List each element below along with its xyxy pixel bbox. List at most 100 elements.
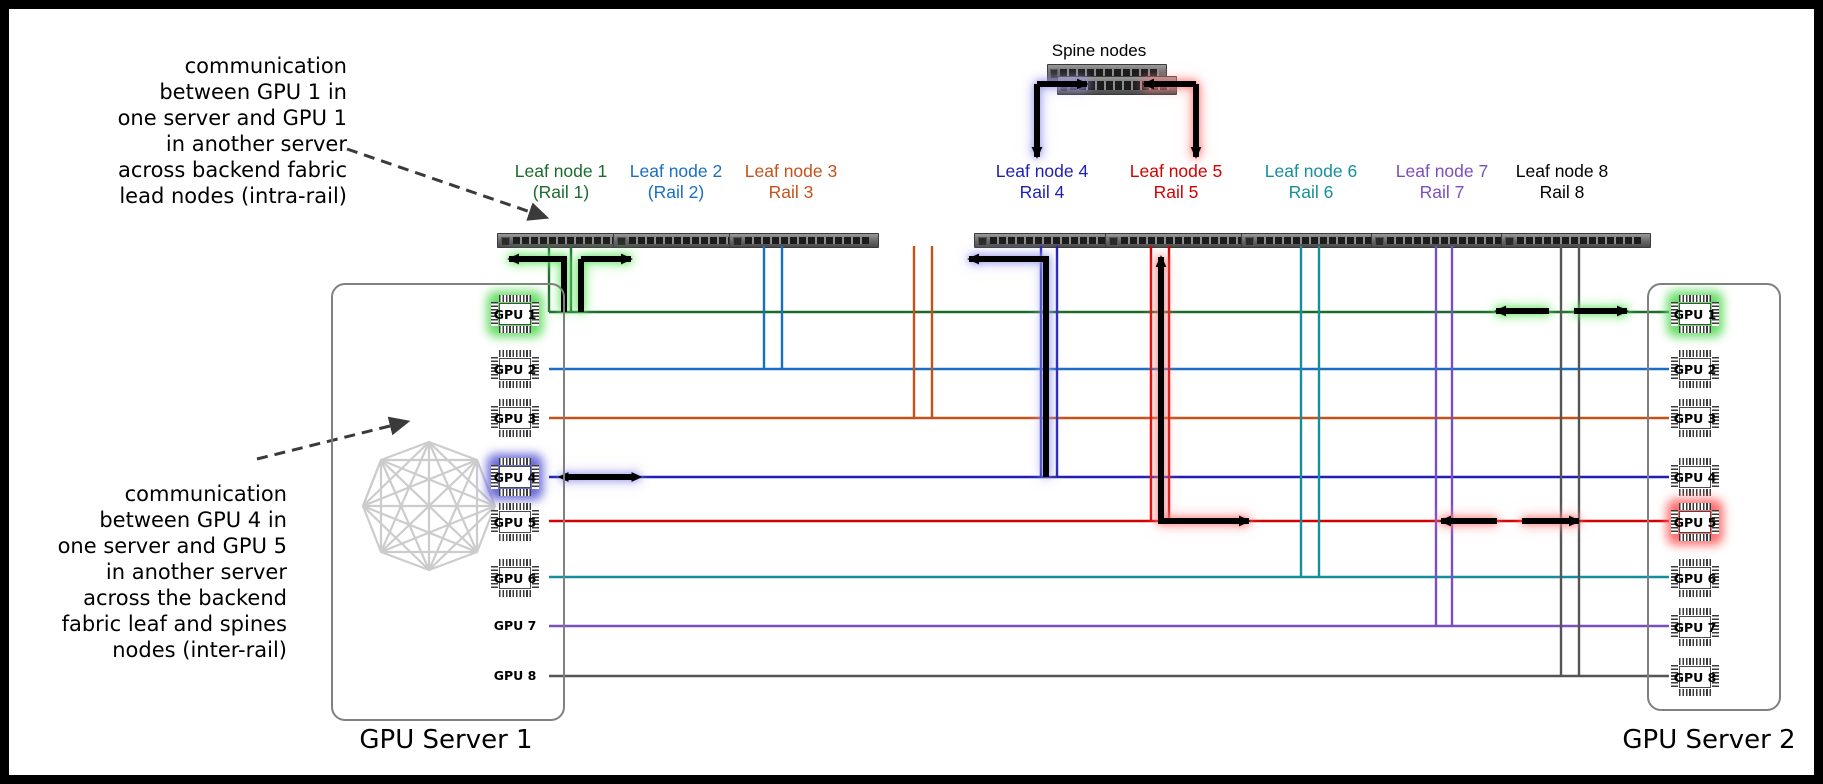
chip-pins-top xyxy=(1679,608,1711,615)
leaf-node-name: Leaf node 6 xyxy=(1264,161,1358,181)
chip-pins-bottom xyxy=(1679,489,1711,496)
leaf-node-rail: Rail 8 xyxy=(1539,182,1585,202)
chip-body xyxy=(1679,407,1711,429)
leaf-node-rail: (Rail 2) xyxy=(647,182,705,202)
gpu-label: GPU 2 xyxy=(1673,361,1717,377)
leaf-switch-4[interactable] xyxy=(974,233,1124,248)
rail-6-risers xyxy=(1299,246,1321,577)
chip-pins-left xyxy=(1671,465,1678,489)
rail-4-risers xyxy=(1039,246,1059,477)
rail-3-risers xyxy=(912,246,934,418)
chip-pins-left xyxy=(1671,510,1678,534)
chip-pins-bottom xyxy=(499,534,531,541)
gpu-label-s1-7: GPU 7 xyxy=(493,618,537,633)
rail-7-risers xyxy=(1434,246,1454,626)
gpu-label: GPU 8 xyxy=(1673,669,1717,685)
leaf-node-name: Leaf node 4 xyxy=(995,161,1089,181)
chip-pins-top xyxy=(1679,458,1711,465)
switch-ports xyxy=(1059,68,1159,78)
leaf-switch-3[interactable] xyxy=(729,233,879,248)
switch-led xyxy=(1108,237,1119,246)
chip-pins-top xyxy=(499,559,531,566)
chip-pins-bottom xyxy=(499,381,531,388)
switch-led xyxy=(500,237,511,246)
gpu-chip-s2-5[interactable]: GPU 5 xyxy=(1671,503,1719,541)
gpu-chip-s1-5[interactable]: GPU 5 xyxy=(491,503,539,541)
leaf-switch-7[interactable] xyxy=(1371,233,1521,248)
leaf-node-label-1: Leaf node 1 (Rail 1) xyxy=(496,161,626,203)
gpu-chip-s2-4[interactable]: GPU 4 xyxy=(1671,458,1719,496)
gpu-chip-s1-2[interactable]: GPU 2 xyxy=(491,350,539,388)
leaf-node-rail: Rail 6 xyxy=(1288,182,1334,202)
chip-pins-right xyxy=(1712,357,1719,381)
chip-pins-left xyxy=(491,406,498,430)
chip-pins-left xyxy=(1671,302,1678,326)
flow-red-inter-rail xyxy=(1142,78,1581,527)
spine-switch-stack[interactable] xyxy=(1047,64,1177,95)
gpu-chip-s2-8[interactable]: GPU 8 xyxy=(1671,658,1719,696)
gpu-chip-s1-1[interactable]: GPU 1 xyxy=(491,295,539,333)
chip-pins-left xyxy=(1671,615,1678,639)
flow-blue-inter-rail xyxy=(557,78,1089,482)
chip-pins-right xyxy=(1712,406,1719,430)
gpu-chip-s2-1[interactable]: GPU 1 xyxy=(1671,295,1719,333)
gpu-chip-s2-7[interactable]: GPU 7 xyxy=(1671,608,1719,646)
leaf-node-label-3: Leaf node 3 Rail 3 xyxy=(726,161,856,203)
chip-body xyxy=(499,358,531,380)
annotation-intra-rail: communication between GPU 1 in one serve… xyxy=(27,53,347,209)
gpu-chip-s2-6[interactable]: GPU 6 xyxy=(1671,559,1719,597)
chip-pins-bottom xyxy=(1679,590,1711,597)
spine-switch-bottom[interactable] xyxy=(1057,76,1177,95)
chip-body xyxy=(499,567,531,589)
rail-2-risers xyxy=(762,246,784,369)
nvlink-mesh-illustration xyxy=(361,440,497,572)
chip-pins-bottom xyxy=(499,590,531,597)
rail-8-risers xyxy=(1559,246,1581,676)
chip-pins-left xyxy=(1671,566,1678,590)
gpu-chip-s2-2[interactable]: GPU 2 xyxy=(1671,350,1719,388)
gpu-chip-s1-4[interactable]: GPU 4 xyxy=(491,458,539,496)
chip-body xyxy=(1679,358,1711,380)
chip-pins-top xyxy=(1679,503,1711,510)
chip-pins-top xyxy=(499,399,531,406)
chip-body xyxy=(1679,303,1711,325)
chip-pins-right xyxy=(1712,566,1719,590)
chip-pins-left xyxy=(1671,665,1678,689)
chip-pins-right xyxy=(1712,510,1719,534)
switch-led xyxy=(732,237,743,246)
switch-ports xyxy=(1386,236,1512,245)
leaf-node-rail: Rail 7 xyxy=(1419,182,1465,202)
chip-pins-left xyxy=(491,357,498,381)
gpu-server-1-label: GPU Server 1 xyxy=(359,725,533,755)
leaf-switch-5[interactable] xyxy=(1105,233,1255,248)
leaf-node-label-7: Leaf node 7 Rail 7 xyxy=(1377,161,1507,203)
switch-ports xyxy=(628,236,754,245)
gpu-server-1-box[interactable] xyxy=(331,283,565,721)
gpu-server-2-box[interactable] xyxy=(1647,283,1781,711)
chip-pins-bottom xyxy=(1679,689,1711,696)
leaf-node-label-5: Leaf node 5 Rail 5 xyxy=(1111,161,1241,203)
chip-pins-bottom xyxy=(1679,430,1711,437)
gpu-label: GPU 5 xyxy=(1673,514,1717,530)
leaf-switch-8[interactable] xyxy=(1501,233,1651,248)
chip-body xyxy=(1679,567,1711,589)
annotation-inter-rail: communication between GPU 4 in one serve… xyxy=(17,481,287,663)
gpu-chip-s2-3[interactable]: GPU 3 xyxy=(1671,399,1719,437)
chip-pins-top xyxy=(1679,350,1711,357)
chip-pins-left xyxy=(491,566,498,590)
chip-pins-bottom xyxy=(1679,639,1711,646)
leaf-switch-6[interactable] xyxy=(1241,233,1391,248)
chip-pins-top xyxy=(499,503,531,510)
chip-body xyxy=(1679,466,1711,488)
chip-pins-left xyxy=(491,510,498,534)
rail-5-risers xyxy=(1149,246,1171,521)
chip-body xyxy=(499,511,531,533)
gpu-label: GPU 2 xyxy=(493,361,537,377)
leaf-switch-2[interactable] xyxy=(613,233,763,248)
gpu-chip-s1-3[interactable]: GPU 3 xyxy=(491,399,539,437)
annotation-line: one server and GPU 1 xyxy=(117,106,347,130)
gpu-chip-s1-6[interactable]: GPU 6 xyxy=(491,559,539,597)
gpu-label: GPU 6 xyxy=(493,570,537,586)
switch-ports xyxy=(1516,236,1642,245)
blue-path-to-leaf4 xyxy=(967,253,1049,477)
